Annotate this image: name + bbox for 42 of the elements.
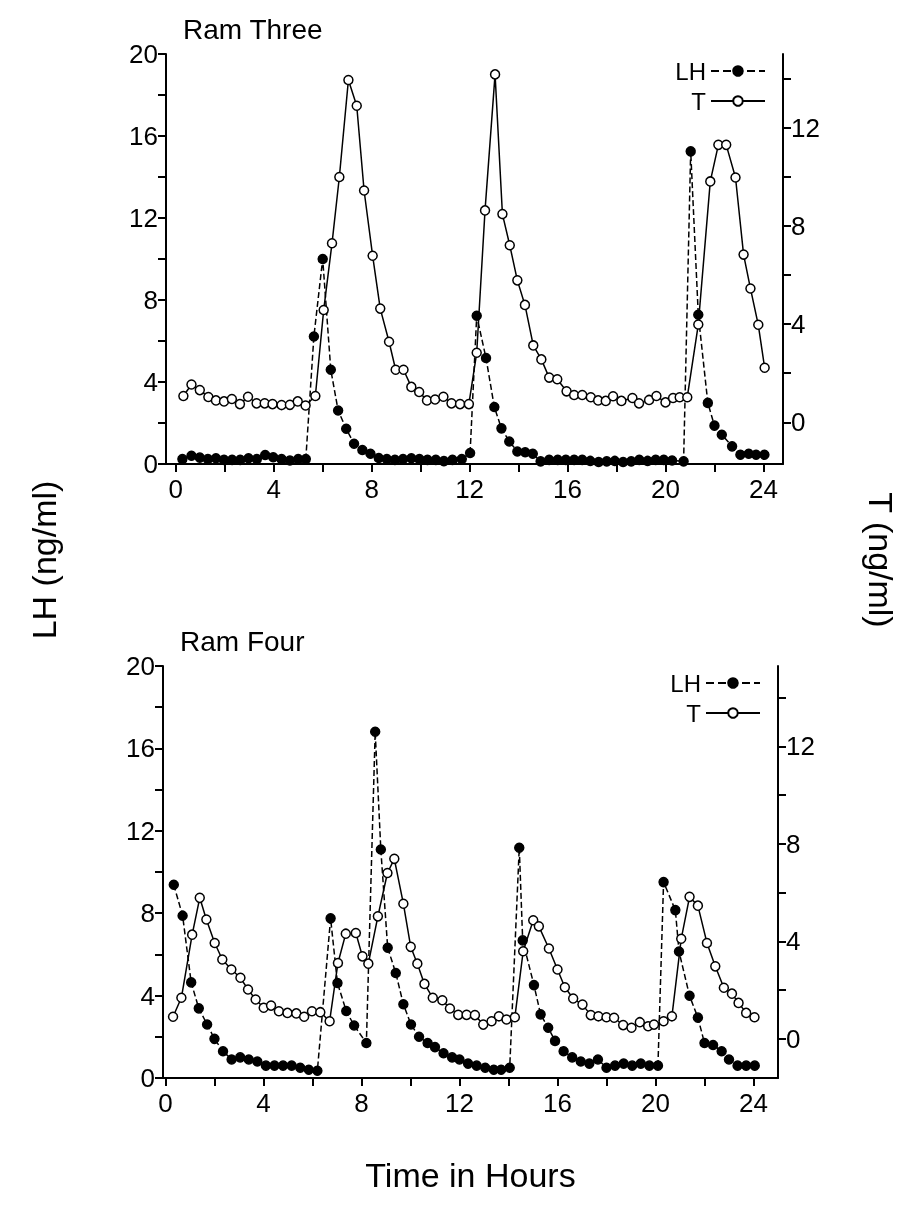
y2-axis-title: T (ng/ml) (860, 492, 900, 628)
x-tick-label: 4 (266, 474, 281, 504)
y2-tick-label: 4 (791, 309, 806, 340)
chart-title: Ram Three (183, 13, 323, 45)
x-tick-label: 24 (748, 474, 778, 504)
x-tick-label: 16 (553, 474, 582, 504)
x-tick-label: 12 (445, 1088, 474, 1118)
y-tick-label: 16 (129, 121, 158, 151)
legend-label: LH (670, 669, 701, 697)
y-tick-label: 4 (143, 367, 158, 397)
y-tick-label: 4 (140, 980, 155, 1011)
x-axis-title: Time in Hours (365, 1156, 576, 1195)
y2-tick-label: 12 (786, 731, 815, 762)
y-tick-label: 8 (140, 898, 155, 929)
y-axis-title: LH (ng/ml) (24, 480, 64, 640)
legend-label: T (686, 699, 702, 727)
x-tick-label: 24 (739, 1088, 768, 1118)
legend-label: LH (675, 57, 706, 85)
y-tick-label: 12 (129, 203, 158, 233)
x-tick-label: 20 (651, 474, 680, 504)
y2-tick-label: 0 (791, 407, 806, 438)
y-tick-label: 20 (126, 651, 155, 681)
y-tick-label: 20 (129, 39, 158, 69)
x-tick-label: 4 (256, 1088, 271, 1118)
legend-label: T (691, 87, 707, 115)
y-tick-label: 8 (143, 285, 158, 315)
x-tick-label: 20 (641, 1088, 670, 1118)
y2-tick-label: 8 (791, 210, 806, 241)
y-tick-label: 0 (143, 449, 158, 479)
y2-tick-label: 12 (791, 112, 820, 143)
x-tick-label: 0 (168, 474, 184, 504)
y-tick-label: 16 (126, 733, 155, 764)
chart-title: Ram Four (180, 625, 305, 657)
x-tick-label: 8 (354, 1088, 369, 1118)
x-tick-label: 8 (364, 474, 379, 504)
y-tick-label: 12 (126, 815, 155, 846)
x-tick-label: 16 (543, 1088, 572, 1118)
y-tick-label: 0 (140, 1063, 155, 1093)
y2-tick-label: 4 (786, 926, 801, 957)
y2-tick-label: 8 (786, 828, 801, 859)
y2-tick-label: 0 (786, 1023, 801, 1054)
x-tick-label: 12 (455, 474, 485, 504)
